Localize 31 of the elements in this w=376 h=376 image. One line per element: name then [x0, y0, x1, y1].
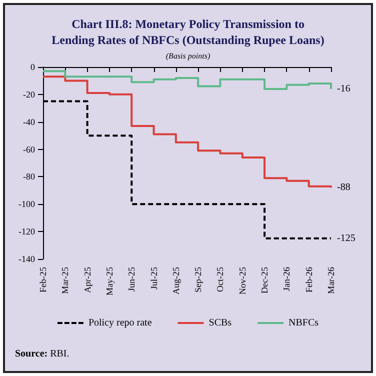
- chart-title: Chart III.8: Monetary Policy Transmission to Lending Rates of NBFCs (Outstanding Rupee Loans): [52, 17, 324, 47]
- y-tick-label: -80: [23, 172, 36, 182]
- y-tick-label: -140: [18, 254, 36, 264]
- legend-label: NBFCs: [288, 318, 319, 328]
- x-tick-label: Aug-25: [170, 266, 181, 294]
- y-tick-label: -40: [23, 116, 36, 127]
- x-tick-label: Mar-26: [326, 266, 336, 294]
- data-label: -16: [337, 83, 350, 94]
- y-tick-label: -100: [18, 199, 36, 210]
- x-tick-label: Feb-26: [304, 266, 314, 292]
- y-tick-label: -120: [18, 226, 36, 237]
- source-note: Source: RBI.: [15, 348, 70, 360]
- data-label: -125: [337, 232, 356, 244]
- chart-subtitle: (Basis points): [166, 52, 210, 60]
- x-tick-label: Jan-26: [282, 266, 292, 291]
- x-tick-label: Apr-25: [82, 266, 92, 293]
- x-tick-label: Nov-25: [237, 266, 248, 294]
- x-tick-label: Dec-25: [260, 266, 270, 294]
- x-tick-label: Feb-25: [38, 266, 48, 292]
- x-tick-label: May-25: [104, 266, 114, 296]
- y-tick-label: 0: [30, 62, 36, 72]
- y-tick-label: -60: [23, 144, 36, 154]
- x-tick-label: Jul-25: [148, 266, 159, 290]
- x-tick-label: Sep-25: [193, 266, 204, 292]
- x-tick-label: Mar-25: [60, 266, 70, 294]
- legend-label: SCBs: [208, 318, 232, 328]
- x-tick-label: Jun-25: [126, 266, 137, 292]
- x-tick-label: Oct-25: [215, 266, 226, 292]
- legend-label: Policy repo rate: [88, 318, 152, 328]
- data-label: -88: [337, 182, 350, 194]
- y-tick-label: -20: [23, 89, 36, 100]
